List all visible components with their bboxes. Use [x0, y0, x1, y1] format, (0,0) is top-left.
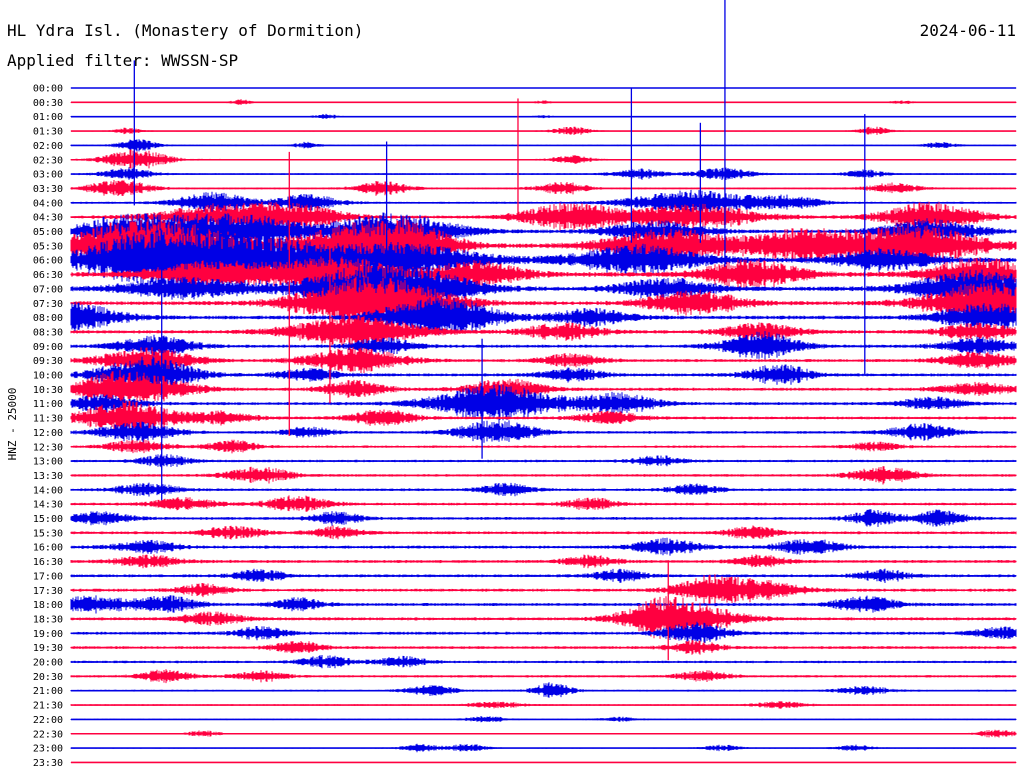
time-label: 14:30: [33, 500, 63, 511]
time-label: 21:00: [33, 686, 63, 697]
time-label: 11:30: [33, 414, 63, 425]
time-label: 17:30: [33, 586, 63, 597]
time-label: 08:00: [33, 313, 63, 324]
time-label: 15:00: [33, 514, 63, 525]
time-label: 16:30: [33, 557, 63, 568]
time-label: 02:30: [33, 155, 63, 166]
time-label: 19:30: [33, 643, 63, 654]
time-label: 01:00: [33, 112, 63, 123]
time-label: 06:30: [33, 270, 63, 281]
applied-filter: Applied filter: WWSSN-SP: [7, 51, 238, 70]
time-label: 21:30: [33, 701, 63, 712]
time-label: 07:30: [33, 299, 63, 310]
time-label: 01:30: [33, 127, 63, 138]
spike-marks: [133, 0, 866, 661]
time-label: 12:00: [33, 428, 63, 439]
time-label: 22:30: [33, 729, 63, 740]
station-title: HL Ydra Isl. (Monastery of Dormition): [7, 21, 363, 40]
time-label: 11:00: [33, 399, 63, 410]
time-label: 10:00: [33, 371, 63, 382]
time-label: 03:30: [33, 184, 63, 195]
time-label: 09:30: [33, 356, 63, 367]
time-label: 05:00: [33, 227, 63, 238]
time-label: 08:30: [33, 327, 63, 338]
time-label: 13:30: [33, 471, 63, 482]
time-label: 20:00: [33, 658, 63, 669]
time-label: 18:00: [33, 600, 63, 611]
time-labels: 00:00 00:30 01:00 01:30 02:00 02:30 03:00 03:30…: [33, 84, 63, 769]
time-label: 06:00: [33, 256, 63, 267]
trace-row: [70, 621, 1017, 644]
time-label: 22:00: [33, 715, 63, 726]
time-label: 16:00: [33, 543, 63, 554]
time-label: 23:30: [33, 758, 63, 769]
trace-rows: [70, 87, 1017, 764]
y-axis-label: HNZ - 25000: [6, 388, 19, 461]
time-label: 14:00: [33, 485, 63, 496]
time-label: 00:00: [33, 84, 63, 95]
time-label: 19:00: [33, 629, 63, 640]
record-date: 2024-06-11: [920, 21, 1016, 40]
time-label: 12:30: [33, 442, 63, 453]
time-label: 17:00: [33, 571, 63, 582]
time-label: 03:00: [33, 170, 63, 181]
time-label: 13:00: [33, 457, 63, 468]
time-label: 05:30: [33, 241, 63, 252]
time-label: 10:30: [33, 385, 63, 396]
time-label: 02:00: [33, 141, 63, 152]
time-label: 23:00: [33, 744, 63, 755]
time-label: 04:00: [33, 198, 63, 209]
time-label: 15:30: [33, 528, 63, 539]
time-label: 07:00: [33, 284, 63, 295]
time-label: 20:30: [33, 672, 63, 683]
time-label: 18:30: [33, 614, 63, 625]
time-label: 04:30: [33, 213, 63, 224]
time-label: 09:00: [33, 342, 63, 353]
time-label: 00:30: [33, 98, 63, 109]
